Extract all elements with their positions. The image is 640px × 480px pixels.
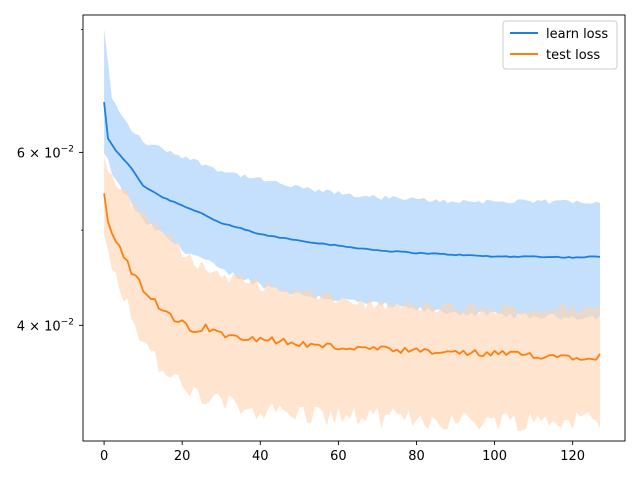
y-axis: 6 × 10−2 4 × 10−2 (17, 29, 83, 334)
learn-loss-band (104, 28, 601, 321)
test-loss-band (104, 155, 601, 432)
x-tick-label-40: 40 (252, 449, 269, 464)
x-tick-label-60: 60 (330, 449, 347, 464)
x-tick-label-0: 0 (100, 449, 108, 464)
legend: learn loss test loss (502, 20, 618, 70)
y-tick-label-0: 6 × 10−2 (17, 144, 74, 161)
learn-loss-line (103, 102, 601, 259)
test-loss-line (103, 193, 601, 361)
x-tick-label-20: 20 (174, 449, 191, 464)
x-axis: 0 20 40 60 80 100 120 (100, 441, 585, 464)
confidence-bands (104, 28, 601, 432)
legend-label-test-loss: test loss (546, 48, 600, 63)
x-tick-label-120: 120 (560, 449, 585, 464)
plot-frame (82, 14, 626, 442)
legend-label-learn-loss: learn loss (546, 27, 608, 42)
x-tick-label-100: 100 (482, 449, 507, 464)
y-tick-label-1: 4 × 10−2 (17, 317, 74, 334)
x-tick-label-80: 80 (408, 449, 425, 464)
series-lines (103, 102, 601, 361)
